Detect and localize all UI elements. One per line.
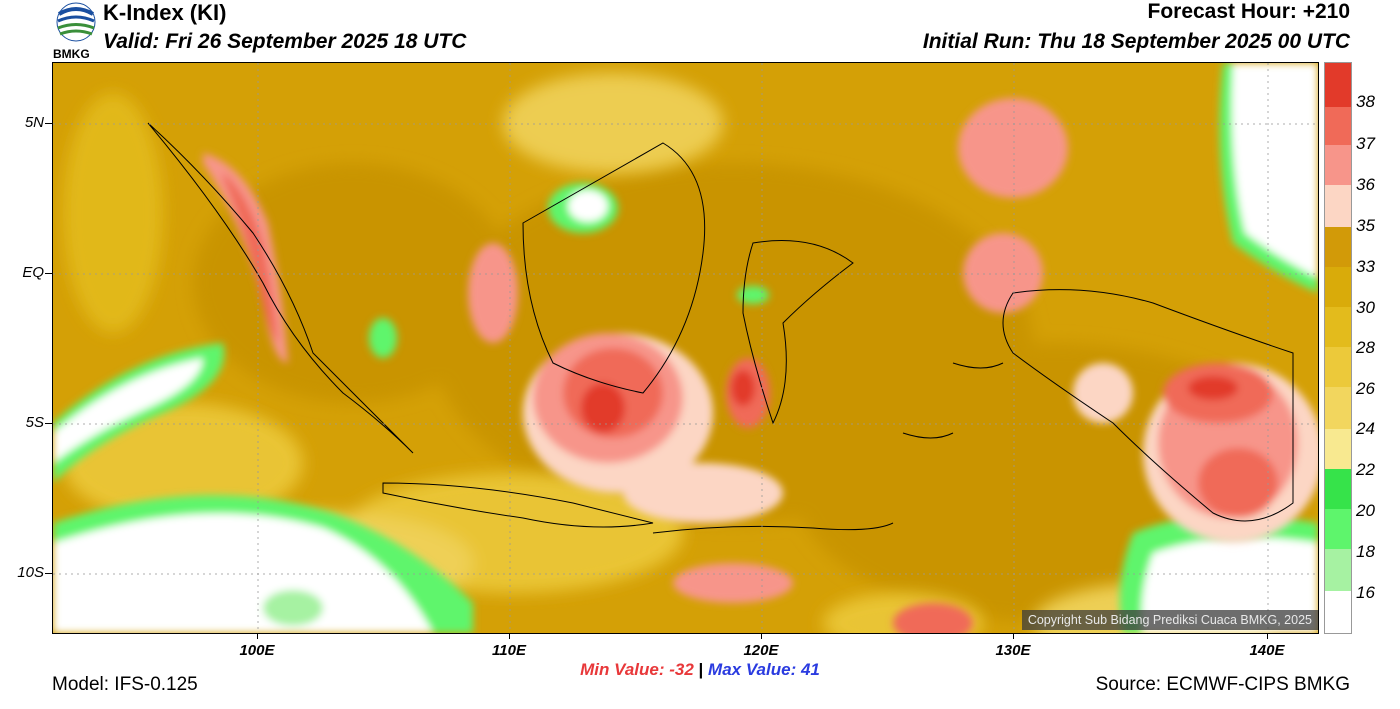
colorbar [1324,62,1352,634]
min-value: Min Value: -32 [580,660,694,679]
lat-tick [45,273,52,274]
colorbar-seg-38 [1325,63,1351,107]
lat-tick [45,423,52,424]
colorbar-seg-18 [1325,509,1351,549]
data-source: Source: ECMWF-CIPS BMKG [1095,674,1350,695]
lon-tick [509,633,510,639]
colorbar-seg-low [1325,591,1351,633]
max-value: Max Value: 41 [708,660,820,679]
colorbar-seg-30 [1325,267,1351,307]
colorbar-label-36: 36 [1356,175,1375,194]
colorbar-seg-26 [1325,347,1351,387]
colorbar-seg-35 [1325,185,1351,227]
lat-tick [45,573,52,574]
lon-label-130e: 130E [995,642,1031,659]
lon-label-120e: 120E [743,642,779,659]
colorbar-label-33: 33 [1356,257,1375,276]
map-canvas [53,63,1318,633]
colorbar-seg-20 [1325,469,1351,509]
copyright-notice: Copyright Sub Bidang Prediksi Cuaca BMKG… [1021,610,1318,630]
lat-label-10s: 10S [17,564,44,581]
lon-tick [257,633,258,639]
k-index-map: Copyright Sub Bidang Prediksi Cuaca BMKG… [52,62,1319,634]
colorbar-label-37: 37 [1356,134,1375,153]
lon-label-110e: 110E [492,642,526,659]
lon-label-100e: 100E [239,642,275,659]
lon-tick [761,633,762,639]
lon-label-140e: 140E [1249,642,1285,659]
map-title: K-Index (KI) [103,0,227,25]
colorbar-label-26: 26 [1356,379,1375,398]
colorbar-label-30: 30 [1356,298,1375,317]
colorbar-seg-24 [1325,387,1351,429]
colorbar-label-20: 20 [1356,501,1375,520]
colorbar-seg-37 [1325,107,1351,145]
colorbar-label-18: 18 [1356,542,1375,561]
min-max-values: Min Value: -32 | Max Value: 41 [0,660,1400,680]
bmkg-logo-text: BMKG [53,47,90,61]
colorbar-label-38: 38 [1356,92,1375,111]
bmkg-logo [56,2,96,42]
colorbar-label-35: 35 [1356,216,1375,235]
colorbar-seg-22 [1325,429,1351,469]
colorbar-label-28: 28 [1356,338,1375,357]
lat-label-eq: EQ [22,264,44,281]
model-name: Model: IFS-0.125 [52,674,198,695]
colorbar-label-16: 16 [1356,583,1375,602]
lat-label-5n: 5N [24,114,44,131]
colorbar-label-24: 24 [1356,419,1375,438]
lat-tick [45,123,52,124]
min-max-separator: | [698,660,704,679]
colorbar-seg-36 [1325,145,1351,185]
lon-tick [1013,633,1014,639]
colorbar-seg-33 [1325,227,1351,267]
colorbar-label-22: 22 [1356,460,1375,479]
lat-label-5s: 5S [25,414,44,431]
initial-run: Initial Run: Thu 18 September 2025 00 UT… [922,30,1350,53]
colorbar-seg-16 [1325,549,1351,591]
lon-tick [1267,633,1268,639]
forecast-hour: Forecast Hour: +210 [1147,0,1351,23]
colorbar-seg-28 [1325,307,1351,347]
valid-time: Valid: Fri 26 September 2025 18 UTC [103,30,467,53]
